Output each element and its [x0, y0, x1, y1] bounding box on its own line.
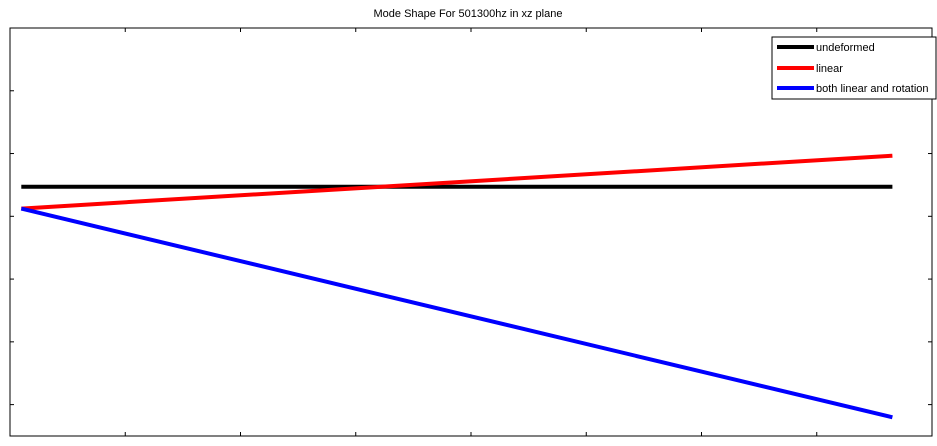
chart-title: Mode Shape For 501300hz in xz plane: [374, 8, 563, 20]
axis-ticks: [10, 28, 932, 436]
legend: undeformed linear both linear and rotati…: [771, 36, 937, 100]
legend-label-undeformed: undeformed: [816, 42, 875, 54]
series-line-linear: [21, 153, 893, 211]
series-lines: [20, 153, 893, 420]
legend-label-linear: linear: [816, 63, 843, 75]
legend-label-both-linear-and-rotation: both linear and rotation: [816, 83, 929, 95]
series-line-both-linear-and-rotation: [20, 206, 893, 420]
